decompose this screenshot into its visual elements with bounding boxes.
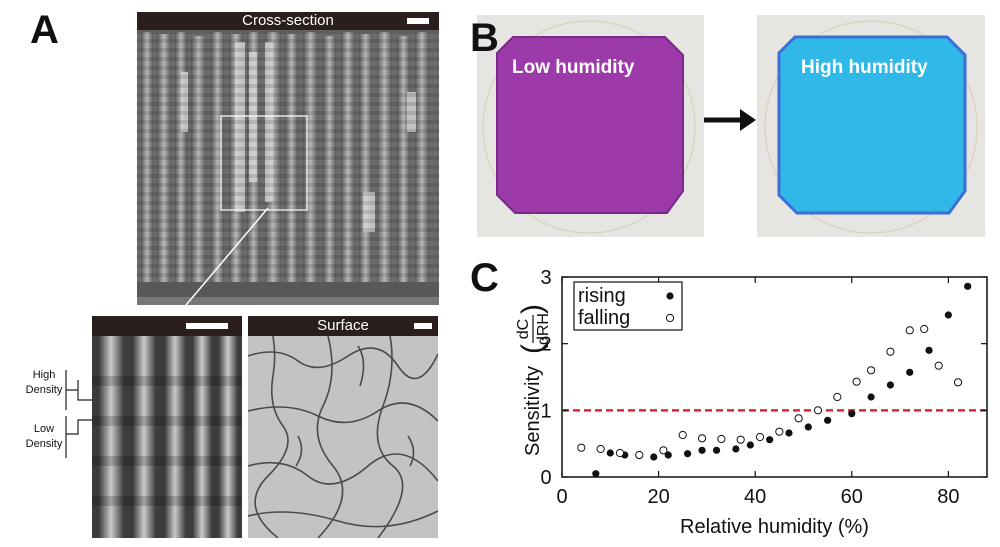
legend-label-rising: rising [578,285,626,307]
low-humidity-label: Low humidity [512,57,635,78]
axis-ticks: 0 20 40 60 80 0 1 2 3 [540,267,987,508]
data-point-rising [766,436,774,444]
legend: rising falling [573,281,683,331]
zoom-arrow [165,207,269,330]
data-point-rising [886,381,895,389]
data-point-falling [934,361,943,370]
data-point-rising [606,449,614,457]
cross-section-title: Cross-section [137,12,439,30]
data-point-rising [925,346,933,354]
y-axis-label-denominator: dRH [535,313,552,345]
data-point-falling [717,434,726,444]
y-axis-label: Sensitivity dC dRH ( ) [515,304,552,456]
data-point-rising [906,368,914,376]
cross-section-sem-image: Cross-section [137,12,439,305]
y-axis-label-left-paren: ( [516,344,549,354]
data-point-falling [953,378,963,387]
data-point-rising [683,450,692,458]
x-tick-label: 40 [744,486,766,508]
x-tick-label: 0 [556,486,567,508]
surface-sem-image: Surface [248,316,438,538]
low-humidity-wafer [477,15,704,237]
y-axis-label-numerator: dC [515,319,532,339]
data-point-rising [804,423,812,431]
surface-texture [248,316,438,538]
legend-marker-falling [665,313,675,323]
data-point-falling [678,430,687,440]
data-point-falling [596,444,605,454]
high-humidity-wafer [757,15,985,237]
panel-letter-b: B [470,16,499,60]
x-tick-label: 60 [841,486,863,508]
data-point-rising [712,446,721,454]
y-axis-label-right-paren: ) [516,304,549,314]
zoomed-sem-image [92,316,242,538]
data-point-rising [732,445,740,453]
data-point-falling [736,435,745,444]
y-tick-label: 0 [540,467,551,489]
data-point-falling [833,392,842,402]
cross-section-texture [137,12,439,305]
data-point-falling [920,324,929,334]
high-density-label: High Density [25,369,63,396]
high-humidity-label: High humidity [801,57,928,78]
data-point-falling [866,366,876,375]
legend-label-falling: falling [578,307,630,329]
plot-area [561,276,988,478]
x-axis-label: Relative humidity (%) [680,516,869,538]
panel-letter-a: A [30,8,59,52]
data-point-falling [852,377,861,386]
x-tick-label: 80 [937,486,959,508]
data-point-falling [755,432,765,442]
data-point-falling [813,406,823,415]
transition-arrow [704,109,756,131]
data-point-falling [886,347,895,356]
data-point-falling [775,427,784,436]
data-point-rising [964,282,972,290]
x-tick-label: 20 [647,486,669,508]
data-point-rising [944,311,952,319]
data-points [577,282,972,478]
data-point-rising [848,410,856,418]
low-density-label: Low Density [25,423,63,450]
data-point-falling [577,443,586,452]
data-point-rising [785,429,793,437]
data-point-rising [698,446,706,454]
data-point-falling [697,434,707,443]
data-point-rising [867,393,875,401]
y-tick-label: 3 [540,267,551,289]
y-axis-label-prefix: Sensitivity [522,366,544,456]
data-point-falling [615,448,625,458]
density-brackets [65,370,92,458]
data-point-rising [650,453,658,461]
surface-title: Surface [248,316,438,336]
zoomed-scale-bar [186,323,228,329]
zoomed-texture [92,316,242,538]
legend-marker-rising [666,292,674,300]
y-tick-label: 2 [540,334,551,356]
cross-section-scale-bar [407,18,429,24]
data-point-rising [746,441,754,449]
data-point-rising [592,470,600,478]
high-humidity-photo: High humidity [757,15,985,237]
y-tick-label: 1 [540,400,551,422]
data-point-falling [794,414,803,423]
data-point-falling [905,326,914,335]
low-humidity-photo: Low humidity [477,15,704,237]
sensitivity-chart: 0 20 40 60 80 0 1 2 3 rising falling Relative hu… [515,267,988,538]
panel-letter-c: C [470,256,499,300]
data-point-falling [659,446,668,455]
data-point-rising [664,451,672,459]
data-point-falling [635,450,644,460]
zoomed-title-bar [92,316,242,336]
data-point-rising [824,416,832,424]
surface-scale-bar [414,323,432,329]
legend-box [573,281,683,331]
